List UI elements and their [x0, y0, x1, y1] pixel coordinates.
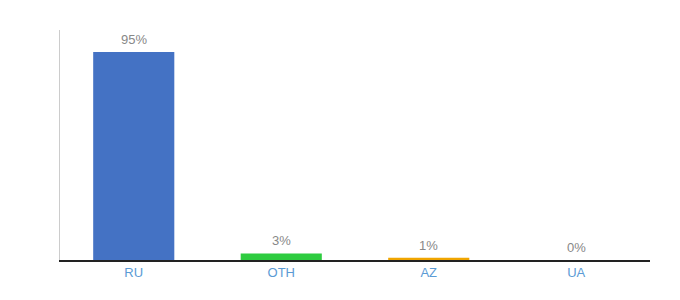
svg-text:UA: UA [567, 265, 585, 280]
svg-text:0%: 0% [567, 240, 586, 255]
svg-text:AZ: AZ [420, 265, 437, 280]
svg-text:RU: RU [124, 265, 143, 280]
svg-text:1%: 1% [419, 238, 438, 253]
svg-text:95%: 95% [121, 32, 147, 47]
svg-text:3%: 3% [272, 233, 291, 248]
svg-text:OTH: OTH [268, 265, 295, 280]
